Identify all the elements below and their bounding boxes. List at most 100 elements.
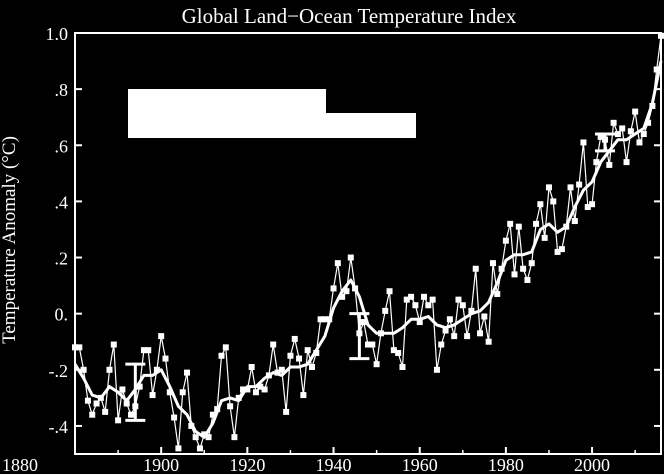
annual-point bbox=[93, 400, 100, 407]
legend-box bbox=[128, 89, 416, 138]
annual-point bbox=[162, 355, 169, 362]
annual-point bbox=[593, 159, 600, 166]
annual-point bbox=[403, 296, 410, 303]
annual-point bbox=[541, 234, 548, 241]
x-tick-label: 2000 bbox=[574, 455, 610, 474]
annual-point bbox=[606, 161, 613, 168]
annual-point bbox=[188, 422, 195, 429]
y-tick-label: .6 bbox=[55, 136, 69, 156]
annual-point bbox=[235, 394, 242, 401]
annual-point bbox=[222, 344, 229, 351]
annual-point bbox=[507, 220, 514, 227]
annual-point bbox=[356, 330, 363, 337]
annual-point bbox=[421, 293, 428, 300]
x-tick-label: 1980 bbox=[488, 455, 524, 474]
annual-point bbox=[296, 355, 303, 362]
annual-point bbox=[468, 307, 475, 314]
annual-point bbox=[386, 288, 393, 295]
annual-point bbox=[158, 333, 165, 340]
annual-point bbox=[326, 316, 333, 323]
annual-point bbox=[214, 406, 221, 413]
annual-point bbox=[231, 434, 238, 441]
annual-point bbox=[576, 181, 583, 188]
annual-point bbox=[227, 403, 234, 410]
annual-point bbox=[524, 276, 531, 283]
annual-point bbox=[240, 386, 247, 393]
y-tick-label: -.4 bbox=[49, 417, 69, 437]
annual-point bbox=[597, 133, 604, 140]
annual-point bbox=[123, 400, 130, 407]
annual-point bbox=[252, 389, 259, 396]
y-tick-label: .2 bbox=[55, 249, 69, 269]
annual-point bbox=[278, 366, 285, 373]
annual-point bbox=[455, 296, 462, 303]
x-tick-label: 1940 bbox=[316, 455, 352, 474]
annual-point bbox=[567, 184, 574, 191]
annual-point bbox=[270, 341, 277, 348]
annual-point bbox=[472, 265, 479, 272]
annual-point bbox=[533, 220, 540, 227]
annual-point bbox=[80, 366, 87, 373]
annual-point bbox=[283, 408, 290, 415]
annual-point bbox=[489, 260, 496, 267]
annual-point bbox=[365, 341, 371, 348]
annual-point bbox=[658, 32, 664, 39]
annual-point bbox=[84, 397, 91, 404]
annual-point bbox=[636, 139, 643, 146]
annual-point bbox=[653, 66, 660, 73]
annual-point bbox=[89, 411, 96, 418]
annual-point bbox=[494, 291, 501, 298]
annual-point bbox=[537, 201, 544, 208]
annual-point bbox=[196, 445, 203, 452]
x-tick-label: 1960 bbox=[402, 455, 438, 474]
annual-point bbox=[97, 394, 104, 401]
annual-point bbox=[580, 139, 587, 146]
annual-point bbox=[149, 392, 156, 399]
annual-point bbox=[382, 307, 389, 314]
annual-point bbox=[360, 319, 367, 326]
annual-point bbox=[218, 352, 225, 359]
annual-point bbox=[550, 198, 557, 205]
annual-point bbox=[554, 248, 561, 255]
annual-point bbox=[119, 386, 126, 393]
annual-point bbox=[153, 366, 160, 373]
annual-point bbox=[128, 411, 135, 418]
annual-point bbox=[601, 136, 608, 143]
annual-point bbox=[179, 389, 186, 396]
annual-point bbox=[515, 223, 522, 230]
annual-point bbox=[446, 316, 453, 323]
annual-point bbox=[425, 302, 432, 309]
annual-point bbox=[459, 302, 466, 309]
x-tick-label: 1880 bbox=[2, 455, 38, 474]
y-tick-label: 1.0 bbox=[46, 24, 69, 44]
annual-point bbox=[115, 417, 122, 424]
annual-point bbox=[563, 223, 570, 230]
annual-point bbox=[265, 372, 272, 379]
annual-point bbox=[477, 330, 484, 337]
annual-point bbox=[102, 408, 109, 415]
annual-point bbox=[369, 341, 376, 348]
annual-point bbox=[192, 434, 199, 441]
annual-point bbox=[136, 383, 143, 390]
annual-point bbox=[110, 341, 117, 348]
annual-point bbox=[558, 246, 565, 253]
annual-point bbox=[571, 218, 578, 225]
annual-point bbox=[408, 293, 415, 300]
annual-point bbox=[584, 204, 591, 211]
annual-point bbox=[619, 125, 626, 132]
y-tick-label: -.2 bbox=[49, 361, 69, 381]
annual-point bbox=[343, 288, 350, 295]
annual-point bbox=[334, 260, 341, 267]
annual-point bbox=[321, 316, 328, 323]
annual-point bbox=[145, 347, 152, 354]
annual-point bbox=[511, 271, 518, 278]
annual-point bbox=[614, 131, 621, 138]
annual-point bbox=[171, 414, 178, 421]
annual-point bbox=[248, 363, 255, 370]
annual-point bbox=[433, 366, 440, 373]
annual-point bbox=[649, 102, 656, 109]
annual-point bbox=[645, 119, 652, 126]
annual-point bbox=[502, 237, 509, 244]
